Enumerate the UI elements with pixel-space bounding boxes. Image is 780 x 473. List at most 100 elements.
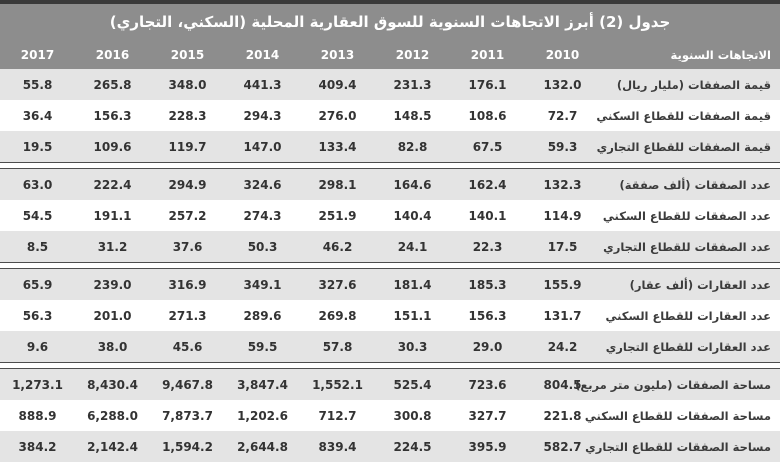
column-header-year-2010: 2010 — [545, 47, 580, 62]
value-cell: 9.6 — [26, 339, 49, 354]
value-cell: 298.1 — [318, 177, 357, 192]
section-separator — [0, 262, 780, 269]
value-cell: 156.3 — [468, 308, 507, 323]
value-cell: 525.4 — [393, 377, 432, 392]
value-cell: 274.3 — [243, 208, 282, 223]
table-row: عدد الصفقات للقطاع السكني 114.9 140.1 140.4… — [0, 200, 780, 231]
value-cell: 140.4 — [393, 208, 432, 223]
value-cell: 201.0 — [93, 308, 132, 323]
value-cell: 57.8 — [322, 339, 353, 354]
value-cell: 22.3 — [472, 239, 503, 254]
table-row: عدد الصفقات (ألف صفقة) 132.3 162.4 164.6 298… — [0, 169, 780, 200]
value-cell: 7,873.7 — [162, 408, 213, 423]
value-cell: 289.6 — [243, 308, 282, 323]
column-header-year-2014: 2014 — [245, 47, 280, 62]
column-header-year-2013: 2013 — [320, 47, 355, 62]
table-row: عدد الصفقات للقطاع التجاري 17.5 22.3 24.1 46… — [0, 231, 780, 262]
value-cell: 181.4 — [393, 277, 432, 292]
value-cell: 132.3 — [543, 177, 582, 192]
value-cell: 327.6 — [318, 277, 357, 292]
value-cell: 327.7 — [468, 408, 507, 423]
row-label: عدد الصفقات للقطاع التجاري — [603, 239, 771, 254]
table-row: قيمة الصفقات (مليار ريال) 132.0 176.1 231.3… — [0, 69, 780, 100]
value-cell: 63.0 — [22, 177, 53, 192]
table-row: قيمة الصفقات للقطاع التجاري 59.3 67.5 82.8 1… — [0, 131, 780, 162]
value-cell: 2,644.8 — [237, 439, 288, 454]
value-cell: 82.8 — [397, 139, 428, 154]
value-cell: 269.8 — [318, 308, 357, 323]
value-cell: 132.0 — [543, 77, 582, 92]
column-header-year-2012: 2012 — [395, 47, 430, 62]
value-cell: 65.9 — [22, 277, 53, 292]
value-cell: 108.6 — [468, 108, 507, 123]
value-cell: 1,202.6 — [237, 408, 288, 423]
value-cell: 55.8 — [22, 77, 53, 92]
value-cell: 231.3 — [393, 77, 432, 92]
section-separator — [0, 362, 780, 369]
row-label: مساحة الصفقات للقطاع التجاري — [585, 439, 771, 454]
value-cell: 9,467.8 — [162, 377, 213, 392]
table-top-border — [0, 0, 780, 4]
value-cell: 316.9 — [168, 277, 207, 292]
value-cell: 147.0 — [243, 139, 282, 154]
section-separator — [0, 162, 780, 169]
value-cell: 804.5 — [543, 377, 582, 392]
value-cell: 46.2 — [322, 239, 353, 254]
table-row: مساحة الصفقات (مليون متر مربع) 804.5 723.6… — [0, 369, 780, 400]
row-label: عدد الصفقات للقطاع السكني — [602, 208, 771, 223]
value-cell: 30.3 — [397, 339, 428, 354]
value-cell: 45.6 — [172, 339, 203, 354]
table-title: جدول (2) أبرز الاتجاهات السنوية للسوق ال… — [0, 4, 780, 40]
column-header-trends: الاتجاهات السنوية — [670, 47, 771, 62]
column-header-year-2016: 2016 — [95, 47, 130, 62]
value-cell: 156.3 — [93, 108, 132, 123]
table-row: عدد العقارات للقطاع السكني 131.7 156.3 151.… — [0, 300, 780, 331]
value-cell: 119.7 — [168, 139, 207, 154]
value-cell: 36.4 — [22, 108, 53, 123]
value-cell: 257.2 — [168, 208, 207, 223]
value-cell: 251.9 — [318, 208, 357, 223]
value-cell: 3,847.4 — [237, 377, 288, 392]
table-header-row: الاتجاهات السنوية 2010 2011 2012 2013 20… — [0, 40, 780, 69]
value-cell: 24.2 — [547, 339, 578, 354]
value-cell: 265.8 — [93, 77, 132, 92]
value-cell: 56.3 — [22, 308, 53, 323]
value-cell: 8.5 — [26, 239, 49, 254]
value-cell: 109.6 — [93, 139, 132, 154]
column-header-year-2011: 2011 — [470, 47, 505, 62]
value-cell: 395.9 — [468, 439, 507, 454]
row-label: عدد العقارات للقطاع التجاري — [605, 339, 771, 354]
value-cell: 723.6 — [468, 377, 507, 392]
value-cell: 19.5 — [22, 139, 53, 154]
value-cell: 140.1 — [468, 208, 507, 223]
row-label: عدد العقارات للقطاع السكني — [605, 308, 771, 323]
row-label: قيمة الصفقات (مليار ريال) — [616, 77, 771, 92]
value-cell: 131.7 — [543, 308, 582, 323]
value-cell: 59.3 — [547, 139, 578, 154]
value-cell: 239.0 — [93, 277, 132, 292]
column-header-year-2017: 2017 — [20, 47, 55, 62]
value-cell: 409.4 — [318, 77, 357, 92]
value-cell: 839.4 — [318, 439, 357, 454]
value-cell: 59.5 — [247, 339, 278, 354]
value-cell: 37.6 — [172, 239, 203, 254]
value-cell: 888.9 — [18, 408, 57, 423]
value-cell: 162.4 — [468, 177, 507, 192]
table-row: عدد العقارات (ألف عقار) 155.9 185.3 181.4 32… — [0, 269, 780, 300]
value-cell: 133.4 — [318, 139, 357, 154]
value-cell: 582.7 — [543, 439, 582, 454]
value-cell: 151.1 — [393, 308, 432, 323]
value-cell: 67.5 — [472, 139, 503, 154]
value-cell: 176.1 — [468, 77, 507, 92]
value-cell: 185.3 — [468, 277, 507, 292]
value-cell: 72.7 — [547, 108, 578, 123]
value-cell: 228.3 — [168, 108, 207, 123]
value-cell: 191.1 — [93, 208, 132, 223]
value-cell: 294.9 — [168, 177, 207, 192]
table-row: عدد العقارات للقطاع التجاري 24.2 29.0 30.3 5… — [0, 331, 780, 362]
value-cell: 221.8 — [543, 408, 582, 423]
row-label: قيمة الصفقات للقطاع السكني — [596, 108, 771, 123]
table-row: مساحة الصفقات للقطاع التجاري 582.7 395.9 22… — [0, 431, 780, 462]
column-header-year-2015: 2015 — [170, 47, 205, 62]
